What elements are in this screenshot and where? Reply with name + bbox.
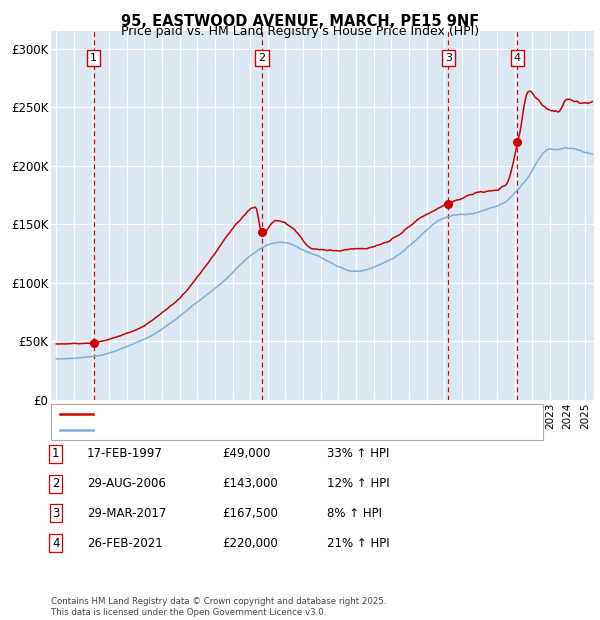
Text: 21% ↑ HPI: 21% ↑ HPI	[327, 537, 389, 549]
Text: Contains HM Land Registry data © Crown copyright and database right 2025.
This d: Contains HM Land Registry data © Crown c…	[51, 598, 386, 617]
Text: 95, EASTWOOD AVENUE, MARCH, PE15 9NF (semi-detached house): 95, EASTWOOD AVENUE, MARCH, PE15 9NF (se…	[99, 409, 467, 419]
Text: 4: 4	[52, 537, 59, 549]
Text: 95, EASTWOOD AVENUE, MARCH, PE15 9NF: 95, EASTWOOD AVENUE, MARCH, PE15 9NF	[121, 14, 479, 29]
Text: 4: 4	[514, 53, 521, 63]
Text: 8% ↑ HPI: 8% ↑ HPI	[327, 507, 382, 520]
Text: 1: 1	[52, 448, 59, 460]
Text: 26-FEB-2021: 26-FEB-2021	[87, 537, 163, 549]
Text: 2: 2	[258, 53, 265, 63]
Text: £220,000: £220,000	[222, 537, 278, 549]
Text: 29-MAR-2017: 29-MAR-2017	[87, 507, 166, 520]
Text: 3: 3	[445, 53, 452, 63]
Text: 29-AUG-2006: 29-AUG-2006	[87, 477, 166, 490]
Text: £143,000: £143,000	[222, 477, 278, 490]
Text: 33% ↑ HPI: 33% ↑ HPI	[327, 448, 389, 460]
Text: 2: 2	[52, 477, 59, 490]
Text: 1: 1	[90, 53, 97, 63]
Text: £167,500: £167,500	[222, 507, 278, 520]
Text: Price paid vs. HM Land Registry's House Price Index (HPI): Price paid vs. HM Land Registry's House …	[121, 25, 479, 38]
Text: 12% ↑ HPI: 12% ↑ HPI	[327, 477, 389, 490]
Text: 17-FEB-1997: 17-FEB-1997	[87, 448, 163, 460]
Text: £49,000: £49,000	[222, 448, 271, 460]
Text: 3: 3	[52, 507, 59, 520]
Text: HPI: Average price, semi-detached house, Fenland: HPI: Average price, semi-detached house,…	[99, 425, 374, 435]
